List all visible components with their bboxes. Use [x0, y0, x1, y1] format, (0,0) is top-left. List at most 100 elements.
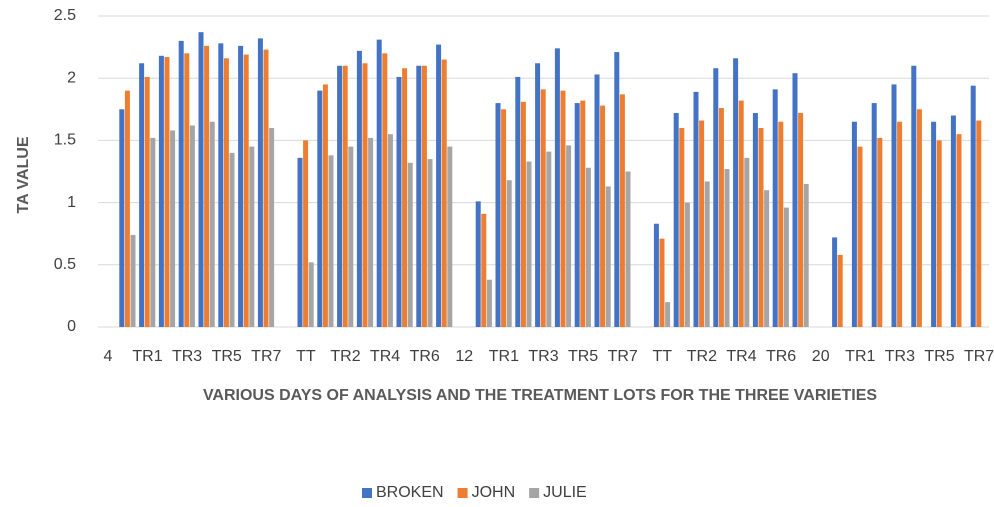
x-tick-label: TR4: [726, 348, 756, 365]
bar: [693, 91, 699, 327]
bar: [566, 145, 572, 327]
bar: [229, 152, 235, 327]
x-tick-label: TR5: [568, 348, 598, 365]
bar: [158, 55, 164, 328]
bar: [486, 279, 492, 327]
bar: [356, 50, 362, 327]
x-tick-label: TR6: [410, 348, 440, 365]
bar: [594, 74, 600, 327]
bar: [481, 213, 487, 327]
bar: [764, 190, 770, 327]
bar: [832, 237, 838, 327]
bar: [257, 38, 263, 327]
bar: [342, 65, 348, 327]
bar: [619, 94, 625, 327]
bar: [407, 162, 413, 327]
bar: [956, 134, 962, 327]
bar: [659, 238, 665, 327]
bar: [376, 39, 382, 328]
bar: [713, 68, 719, 328]
y-tick-label: 1: [67, 194, 76, 211]
bar: [803, 183, 809, 327]
x-tick-label: TR7: [608, 348, 638, 365]
bar: [585, 167, 591, 327]
bar: [436, 44, 442, 327]
bar: [303, 140, 309, 327]
bar: [718, 108, 724, 327]
bar: [783, 207, 789, 327]
y-tick-label: 2.5: [54, 7, 76, 24]
bar: [540, 89, 546, 327]
x-tick-label: TR7: [251, 348, 281, 365]
bar: [402, 68, 408, 328]
bar: [223, 58, 229, 328]
bar: [837, 254, 843, 327]
x-tick-label: 20: [812, 348, 830, 365]
y-tick-label: 0: [67, 318, 76, 335]
bar: [976, 120, 982, 327]
bar: [130, 234, 136, 327]
x-tick-label: TR5: [212, 348, 242, 365]
bar: [665, 302, 671, 327]
legend-swatch: [457, 488, 468, 498]
bar: [684, 202, 690, 327]
bar: [614, 52, 620, 328]
x-tick-label: TR7: [964, 348, 994, 365]
bar: [950, 115, 956, 328]
bar: [317, 90, 323, 327]
x-tick-label: TR3: [528, 348, 558, 365]
bar: [653, 223, 659, 327]
bar: [515, 76, 521, 328]
bar: [758, 127, 764, 328]
bar: [238, 45, 244, 328]
bar: [475, 201, 481, 327]
bar: [204, 45, 210, 328]
bar: [526, 161, 532, 327]
bar: [243, 54, 249, 328]
x-tick-label: 4: [103, 348, 112, 365]
bar: [574, 103, 580, 327]
bar: [297, 157, 303, 327]
bar: [891, 84, 897, 327]
bar: [209, 121, 215, 328]
legend-label: BROKEN: [376, 484, 444, 501]
bar: [798, 113, 804, 327]
bar: [520, 101, 526, 327]
bar: [322, 84, 328, 327]
bar: [600, 105, 606, 328]
y-axis-title: TA VALUE: [15, 136, 32, 213]
bar: [605, 186, 611, 327]
bar: [368, 137, 374, 327]
bar: [396, 76, 402, 328]
bar: [724, 169, 730, 327]
bar: [218, 43, 224, 327]
bar: [119, 109, 125, 327]
bar: [447, 146, 453, 327]
bar: [382, 53, 388, 327]
bar: [421, 65, 427, 327]
bar: [189, 125, 195, 327]
bar: [546, 151, 552, 327]
bar: [150, 137, 156, 327]
bar: [744, 157, 750, 327]
x-tick-label: TR1: [132, 348, 162, 365]
bar: [144, 76, 150, 328]
bar: [778, 121, 784, 328]
y-tick-label: 0.5: [54, 256, 76, 273]
bar: [851, 121, 857, 328]
bar: [387, 134, 393, 327]
bar: [679, 127, 685, 328]
x-tick-label: TR1: [489, 348, 519, 365]
bar: [124, 90, 130, 327]
bar: [495, 103, 501, 327]
bar: [931, 121, 937, 328]
x-tick-label: TR2: [687, 348, 717, 365]
x-tick-label: TR3: [885, 348, 915, 365]
bar: [625, 171, 631, 327]
x-tick-label: TT: [653, 348, 673, 365]
bar: [328, 155, 334, 327]
bar: [427, 159, 433, 327]
bar: [699, 120, 705, 327]
x-tick-label: TR5: [924, 348, 954, 365]
